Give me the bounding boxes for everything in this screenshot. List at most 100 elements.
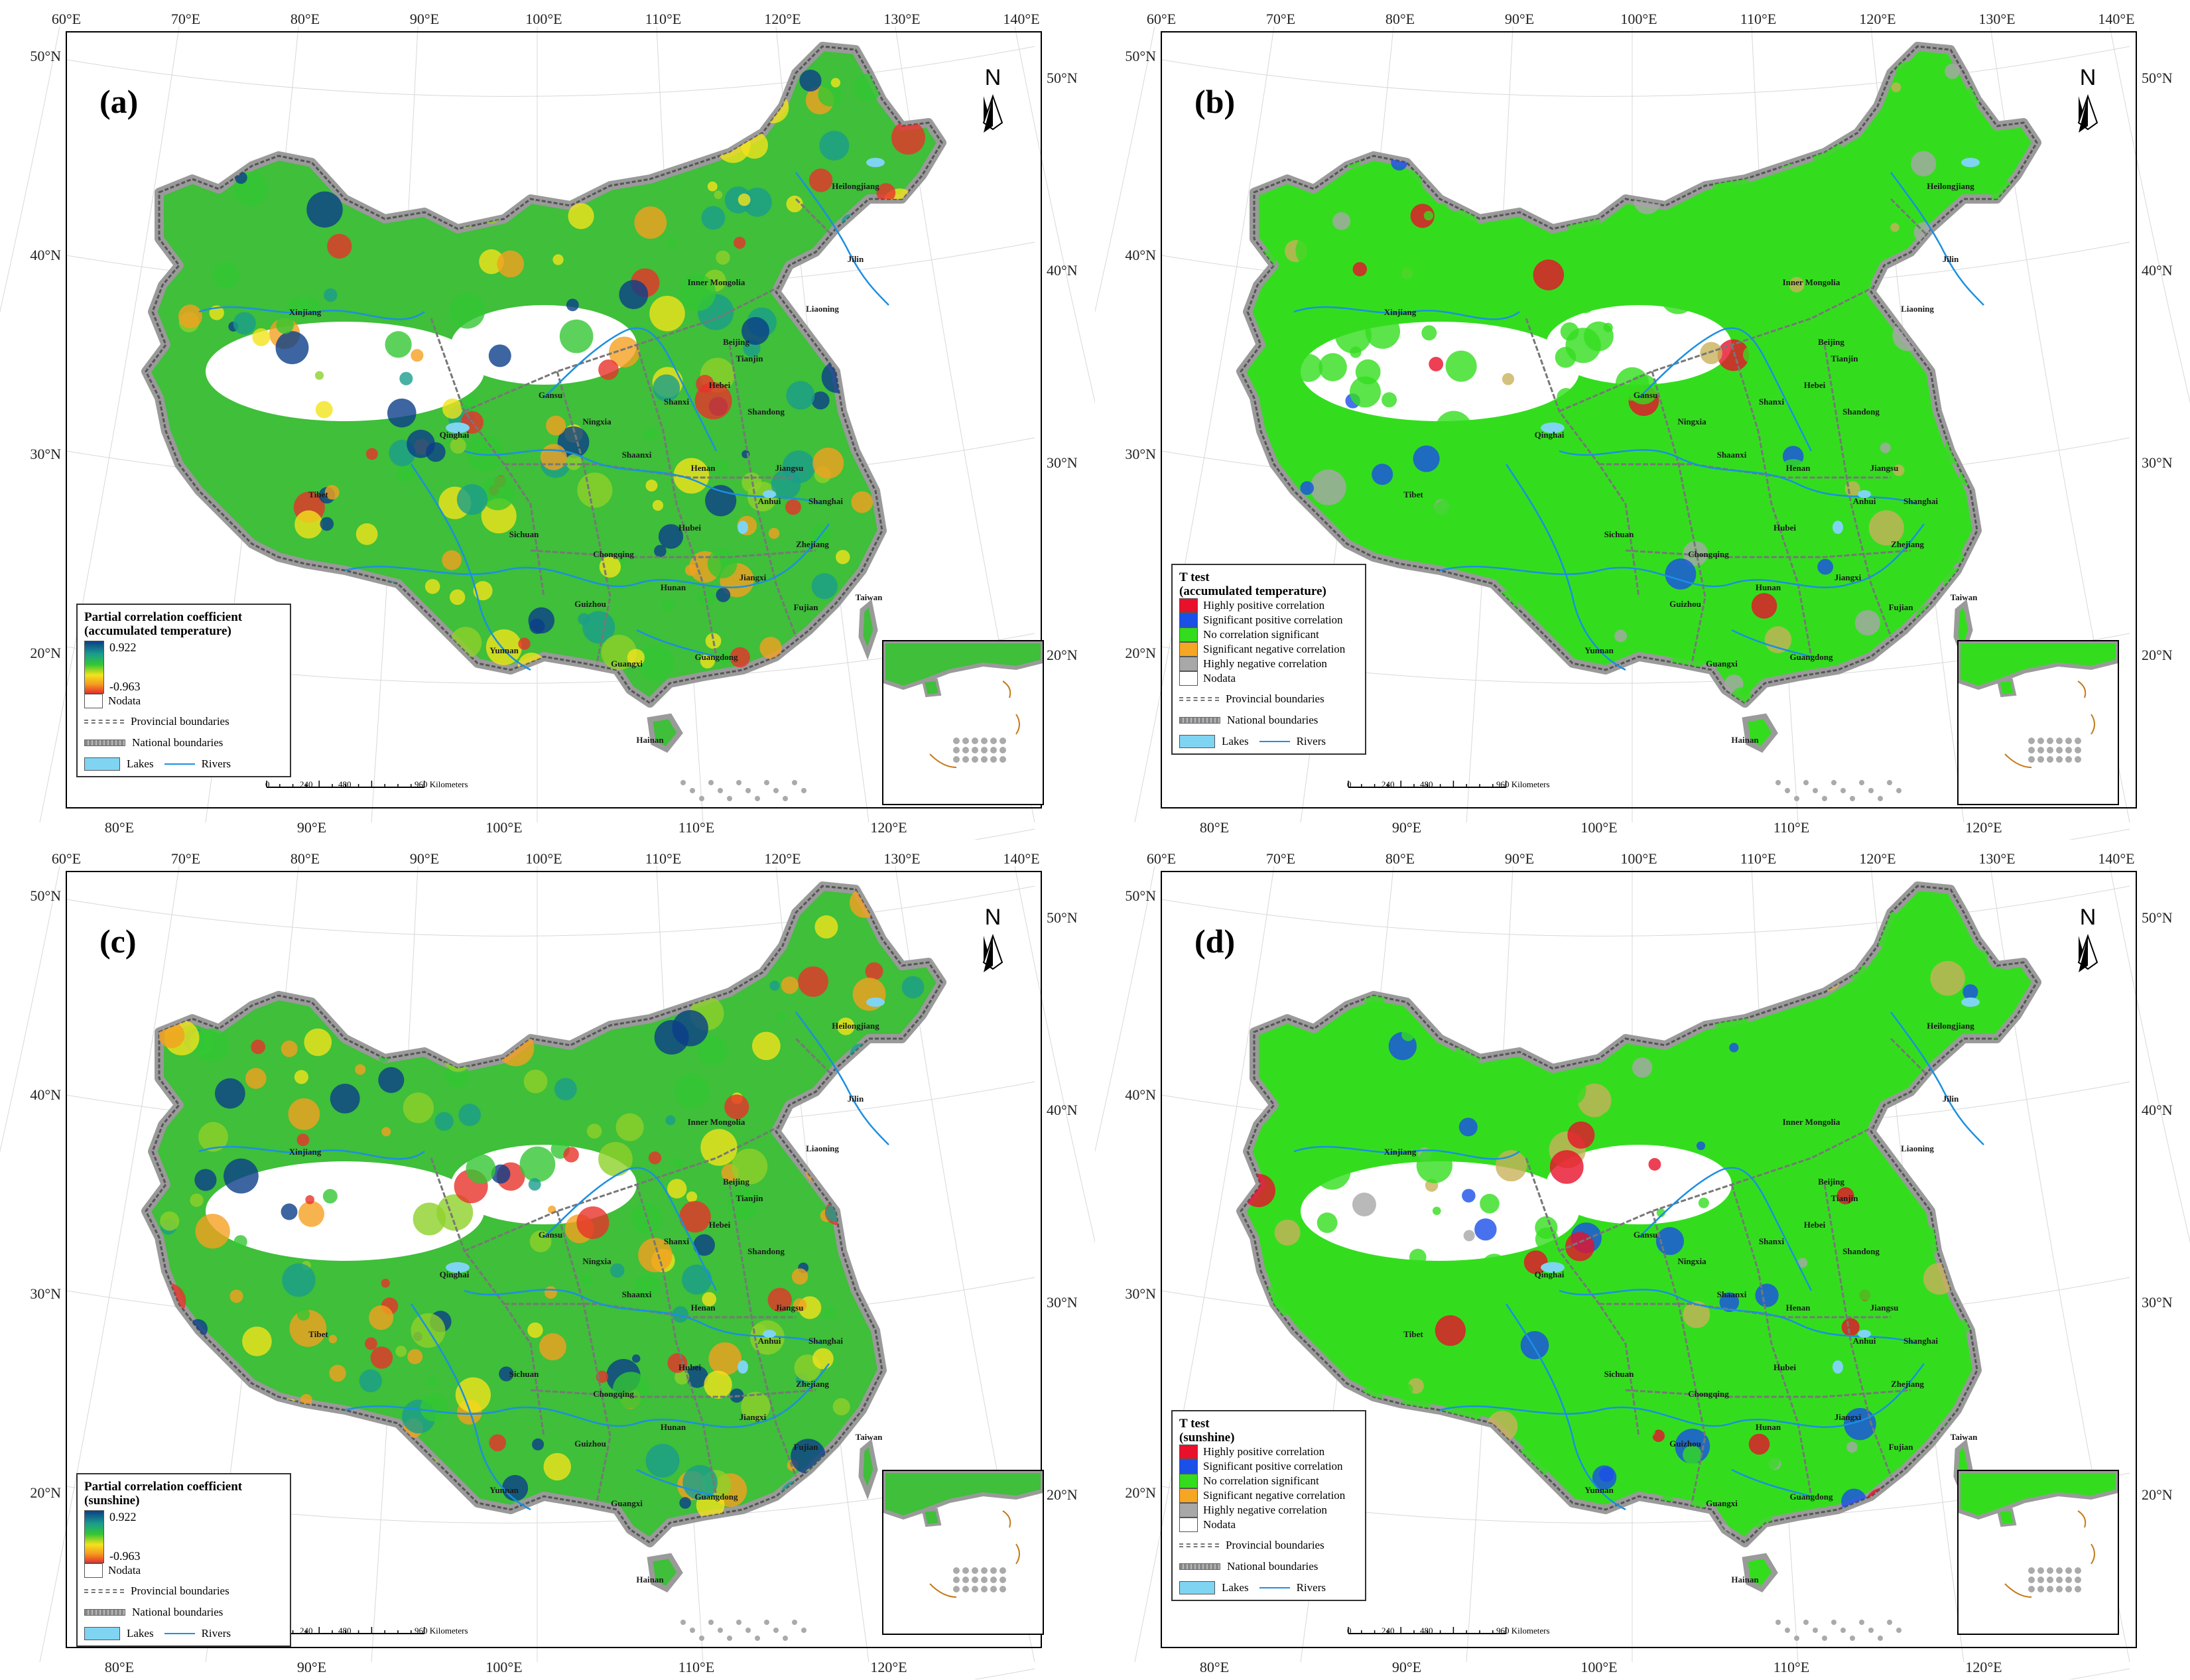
legend-national: National boundaries bbox=[1179, 1560, 1358, 1573]
province-label: Hainan bbox=[636, 1575, 664, 1584]
province-label: Jiangxi bbox=[1835, 1412, 1862, 1422]
lon-tick-top: 120°E bbox=[764, 11, 801, 27]
province-label: Tianjin bbox=[736, 1193, 764, 1203]
gradient-ramp-bar bbox=[84, 641, 104, 694]
south-sea-islet bbox=[1868, 788, 1874, 793]
south-sea-islet bbox=[1887, 1620, 1892, 1625]
lon-tick-bottom: 90°E bbox=[297, 1659, 326, 1675]
lon-tick-top: 60°E bbox=[52, 850, 81, 867]
south-sea-islet bbox=[764, 780, 769, 785]
south-sea-islet bbox=[755, 1636, 760, 1641]
province-label: Taiwan bbox=[856, 1432, 883, 1442]
lat-tick-left: 50°N bbox=[30, 887, 61, 904]
lon-tick-top: 110°E bbox=[1740, 11, 1776, 27]
lat-tick-left: 50°N bbox=[1125, 48, 1156, 64]
province-label: Zhejiang bbox=[796, 1379, 829, 1389]
province-label: Shaanxi bbox=[1717, 450, 1747, 460]
legend-subtitle: (accumulated temperature) bbox=[84, 624, 231, 638]
province-label: Qinghai bbox=[1535, 1269, 1565, 1279]
panel-label: (d) bbox=[1194, 923, 1235, 960]
province-label: Beijing bbox=[723, 337, 749, 347]
map-svg: Heilongjiang Jilin Liaoning Inner Mongolia X… bbox=[0, 11, 1095, 840]
province-label: Henan bbox=[691, 463, 716, 473]
lon-tick-top: 60°E bbox=[1147, 11, 1176, 27]
lake bbox=[446, 1262, 470, 1273]
hainan-island bbox=[647, 713, 683, 753]
legend-class: No correlation significant bbox=[1179, 627, 1358, 642]
south-sea-islet bbox=[1831, 1620, 1836, 1625]
south-sea-islet bbox=[1840, 788, 1846, 793]
province-label: Jiangxi bbox=[740, 572, 767, 582]
south-sea-islet bbox=[727, 796, 732, 801]
province-label: Guangdong bbox=[694, 652, 738, 662]
south-sea-islet bbox=[1878, 1636, 1883, 1641]
lat-tick-right: 30°N bbox=[2142, 1294, 2173, 1311]
province-label: Heilongjiang bbox=[832, 1021, 879, 1031]
province-label: Jiangxi bbox=[1835, 572, 1862, 582]
lat-tick-right: 40°N bbox=[1047, 1102, 1078, 1118]
south-sea-islet bbox=[1896, 1628, 1901, 1633]
lon-tick-top: 70°E bbox=[1266, 850, 1295, 867]
lake bbox=[1833, 521, 1843, 534]
province-label: Zhejiang bbox=[1891, 1379, 1924, 1389]
province-label: Hunan bbox=[1756, 1422, 1781, 1432]
lat-tick-left: 30°N bbox=[30, 446, 61, 462]
lon-tick-bottom: 80°E bbox=[1200, 819, 1229, 836]
legend-subtitle: (sunshine) bbox=[1179, 1431, 1235, 1445]
legend-swatch bbox=[1179, 657, 1198, 671]
south-sea-islet bbox=[1868, 1628, 1874, 1633]
national-boundary bbox=[1240, 45, 2038, 704]
gradient-ramp: 0.922 -0.963 bbox=[84, 641, 283, 694]
south-sea-islet bbox=[736, 1620, 741, 1625]
province-label: Shanxi bbox=[664, 397, 690, 407]
lake bbox=[1541, 1262, 1565, 1273]
province-label: Tianjin bbox=[736, 354, 764, 363]
lat-tick-right: 40°N bbox=[1047, 262, 1078, 279]
province-label: Chongqing bbox=[593, 549, 634, 559]
province-label: Shandong bbox=[1842, 1246, 1880, 1256]
scale-tick: 960 Kilometers bbox=[415, 779, 468, 789]
lake bbox=[738, 1360, 748, 1374]
legend-swatch bbox=[1179, 627, 1198, 642]
lon-tick-top: 130°E bbox=[1978, 850, 2015, 867]
province-label: Shanxi bbox=[1759, 1236, 1785, 1246]
legend-swatch bbox=[1179, 1445, 1198, 1459]
province-label: Xinjiang bbox=[1384, 1147, 1417, 1157]
north-arrow-icon bbox=[2077, 933, 2098, 972]
lon-tick-top: 80°E bbox=[1385, 850, 1415, 867]
province-label: Guizhou bbox=[574, 1439, 606, 1449]
province-label: Jiangxi bbox=[740, 1412, 767, 1422]
rivers bbox=[198, 172, 889, 671]
lon-tick-top: 110°E bbox=[1740, 850, 1776, 867]
south-sea-islet bbox=[1813, 788, 1818, 793]
lat-tick-left: 40°N bbox=[30, 1086, 61, 1103]
province-label: Qinghai bbox=[440, 430, 470, 440]
province-label: Hainan bbox=[636, 735, 664, 745]
south-sea-islet bbox=[1859, 780, 1864, 785]
rivers bbox=[1293, 1011, 1984, 1511]
legend-class: Highly negative correlation bbox=[1179, 1503, 1358, 1518]
legend-swatch bbox=[1179, 598, 1198, 613]
south-sea-islet bbox=[1850, 1636, 1855, 1641]
lon-tick-bottom: 90°E bbox=[1392, 819, 1421, 836]
lat-tick-left: 50°N bbox=[30, 48, 61, 64]
lon-tick-top: 90°E bbox=[1505, 11, 1534, 27]
south-sea-islet bbox=[792, 1620, 797, 1625]
legend-swatch bbox=[1179, 1459, 1198, 1474]
lon-tick-top: 130°E bbox=[883, 850, 920, 867]
hainan-island bbox=[1742, 713, 1778, 753]
province-label: Liaoning bbox=[806, 1143, 839, 1153]
scale-tick: 240 bbox=[1382, 779, 1395, 789]
province-label: Hunan bbox=[661, 582, 686, 592]
lat-tick-left: 30°N bbox=[1125, 446, 1156, 462]
province-label: Anhui bbox=[758, 496, 781, 506]
lon-tick-top: 140°E bbox=[1003, 11, 1039, 27]
lat-tick-right: 30°N bbox=[1047, 454, 1078, 471]
province-label: Shanghai bbox=[1903, 496, 1938, 506]
legend-class: Nodata bbox=[1179, 1518, 1358, 1532]
scale-bar-ruler bbox=[1348, 781, 1507, 788]
lat-tick-right: 30°N bbox=[1047, 1294, 1078, 1311]
province-label: Shaanxi bbox=[622, 450, 652, 460]
north-arrow-icon bbox=[982, 933, 1003, 972]
province-label: Inner Mongolia bbox=[688, 277, 745, 287]
